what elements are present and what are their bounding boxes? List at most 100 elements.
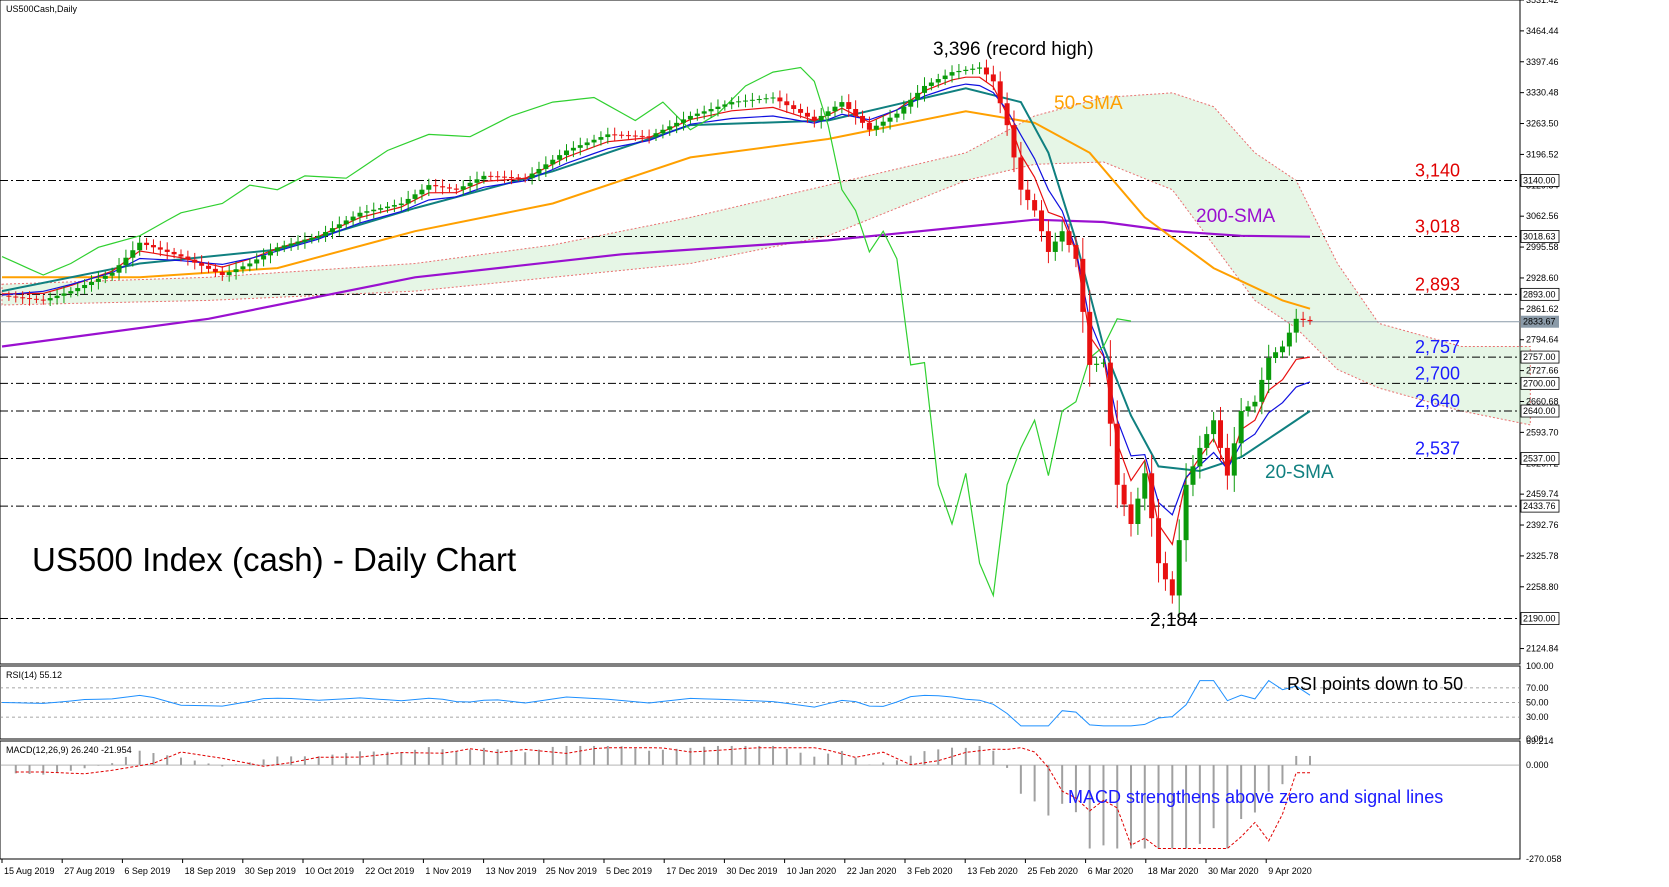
y-tick-label: 3531.42 [1526,0,1559,5]
candle-body [1273,352,1279,358]
candle-body [715,106,721,110]
candle-body [508,177,514,179]
candle-body [1224,447,1230,476]
candle-body [983,67,989,75]
y-tick-label: 3330.48 [1526,88,1559,98]
candle-body [681,119,687,123]
candle-body [1293,318,1299,333]
rsi-line [1,679,1311,727]
x-tick-label: 22 Jan 2020 [847,866,897,876]
candle-body [770,97,776,99]
chikou-line [1,66,1132,598]
candle-body [433,185,439,187]
x-tick-label: 30 Mar 2020 [1208,866,1259,876]
candle-body [254,259,260,264]
symbol-label: US500Cash,Daily [6,4,78,14]
candle-body [798,109,804,113]
rsi-panel-label: RSI(14) 55.12 [6,670,62,680]
candle-body [515,177,521,179]
candle-body [157,247,163,250]
candle-body [1204,434,1210,448]
x-tick-label: 30 Sep 2019 [245,866,296,876]
x-tick-label: 6 Sep 2019 [124,866,170,876]
candle-body [612,134,618,136]
candle-body [398,203,404,206]
level-label: 3,140 [1415,160,1460,180]
candle-body [928,82,934,86]
candle-body [777,97,783,102]
candle-body [963,69,969,71]
candle-body [1087,311,1093,365]
candle-body [646,136,652,138]
candle-body [391,205,397,207]
candle-body [123,257,129,266]
candle-body [522,177,528,179]
x-tick-label: 25 Feb 2020 [1027,866,1078,876]
y-tick-label: 2928.60 [1526,273,1559,283]
candle-body [584,142,590,146]
level-tag: 2190.00 [1523,614,1556,624]
candle-body [323,231,329,236]
candle-body [33,298,39,300]
macd-tick-label: -270.058 [1526,854,1562,864]
candle-body [742,100,748,102]
level-label: 2,757 [1415,337,1460,357]
candle-body [1107,362,1113,424]
candle-body [219,271,225,276]
level-label: 2,640 [1415,391,1460,411]
candle-body [949,72,955,76]
candle-body [474,179,480,183]
level-tag: 2537.00 [1523,454,1556,464]
level-tag: 2433.76 [1523,501,1556,511]
level-tag-box [1520,230,1560,243]
candle-body [570,147,576,151]
candle-body [261,255,267,260]
y-tick-label: 3263.50 [1526,119,1559,129]
candle-body [1259,379,1265,402]
candle-body [488,175,494,177]
candle-body [295,241,301,244]
candle-body [1045,231,1051,252]
candle-body [1128,504,1134,524]
candle-body [1025,189,1031,201]
rsi-annotation: RSI points down to 50 [1287,674,1463,694]
candle-body [763,98,769,100]
sma50-label: 50-SMA [1054,93,1123,114]
x-tick-label: 10 Oct 2019 [305,866,354,876]
y-tick-label: 2459.74 [1526,489,1559,499]
candle-body [942,75,948,80]
candle-body [1211,420,1217,435]
candle-body [1238,411,1244,444]
candle-body [915,92,921,100]
candle-body [20,297,26,299]
level-tag-box [1520,452,1560,465]
candle-body [467,182,473,187]
candle-body [1176,540,1182,596]
x-tick-label: 17 Dec 2019 [666,866,717,876]
y-tick-label: 3464.44 [1526,26,1559,36]
candle-body [1307,319,1313,322]
candle-body [6,295,12,297]
candle-body [75,288,81,292]
x-tick-label: 10 Jan 2020 [787,866,837,876]
x-tick-label: 9 Apr 2020 [1268,866,1312,876]
x-tick-label: 22 Oct 2019 [365,866,414,876]
candle-body [894,113,900,118]
level-tag: 3140.00 [1523,175,1556,185]
y-tick-label: 2325.78 [1526,551,1559,561]
candle-body [1011,125,1017,158]
candle-body [1094,363,1100,365]
candle-body [901,106,907,114]
low-annotation: 2,184 [1150,610,1198,631]
x-tick-label: 27 Aug 2019 [64,866,115,876]
candle-body [1279,346,1285,353]
candle-body [460,186,466,190]
candle-body [1142,473,1148,499]
candle-body [577,145,583,148]
candle-body [846,102,852,110]
x-tick-label: 15 Aug 2019 [4,866,55,876]
candle-body [908,99,914,107]
candle-body [853,109,859,116]
candle-body [832,106,838,112]
